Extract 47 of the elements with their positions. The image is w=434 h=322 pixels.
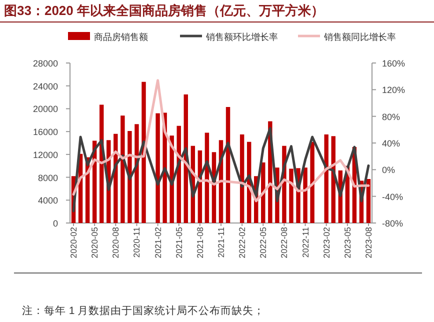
bar <box>324 134 328 223</box>
y-tick-label: 16000 <box>32 127 58 138</box>
x-tick-label: 2021-02 <box>152 226 163 258</box>
y-tick-label: 12000 <box>32 150 58 160</box>
text: 注：每年 1 月数据由于国家统计局不公布而缺失； <box>22 304 265 317</box>
x-tick-label: 2022-02 <box>237 226 248 258</box>
bar <box>289 168 294 223</box>
bar <box>120 116 125 223</box>
x-tick-label: 2023-08 <box>363 226 374 258</box>
y2-tick-label: -80% <box>382 218 404 228</box>
x-tick-label: 2020-08 <box>110 226 121 258</box>
x-tick-label: 2021-11 <box>216 226 226 258</box>
x-tick-label: 2022-11 <box>300 226 310 258</box>
y-tick-label: 4000 <box>38 196 58 206</box>
line-series <box>72 79 370 202</box>
bar <box>366 179 371 223</box>
y-tick-label: 24000 <box>32 81 58 92</box>
bar <box>128 131 132 223</box>
bar <box>156 113 160 223</box>
x-tick-label: 2021-05 <box>174 226 184 258</box>
bar <box>142 82 146 223</box>
x-tick-label: 2022-08 <box>279 226 290 258</box>
legend-label: 销售额同比增长率 <box>323 32 396 42</box>
x-tick-label: 2020-02 <box>68 226 79 258</box>
y2-tick-label: 80% <box>382 112 400 122</box>
bar <box>303 168 308 223</box>
legend-label: 销售额环比增长率 <box>205 32 278 42</box>
y2-tick-label: 160% <box>382 58 406 68</box>
x-tick-label: 2021-08 <box>194 226 205 258</box>
bar <box>134 124 139 223</box>
y-tick-label: 0 <box>52 218 58 228</box>
bar <box>310 142 314 223</box>
chart-title: 图33：2020 年以来全国商品房销售（亿元、万平方米） <box>4 3 324 18</box>
y-tick-label: 28000 <box>32 58 58 68</box>
line-series <box>72 127 370 212</box>
y2-tick-label: 40% <box>382 138 400 148</box>
y2-tick-label: -40% <box>382 192 404 202</box>
x-tick-label: 2023-02 <box>321 226 332 258</box>
x-tick-label: 2020-05 <box>90 226 100 258</box>
y-tick-label: 8000 <box>38 172 58 183</box>
y-tick-label: 20000 <box>32 104 58 114</box>
y2-tick-label: 0% <box>382 165 396 176</box>
x-tick-label: 2022-05 <box>258 226 268 258</box>
x-tick-label: 2020-11 <box>132 226 142 258</box>
y2-tick-label: 120% <box>382 85 406 96</box>
x-tick-label: 2023-05 <box>342 226 352 258</box>
legend-label: 商品房销售额 <box>94 32 148 42</box>
